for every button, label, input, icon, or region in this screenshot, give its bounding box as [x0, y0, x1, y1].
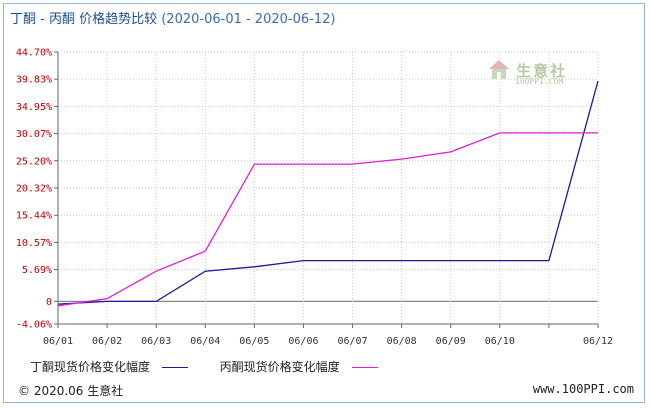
- x-tick-label: 06/09: [436, 336, 466, 347]
- watermark-text: 生意社: [516, 62, 568, 80]
- legend: 丁酮现货价格变化幅度 丙酮现货价格变化幅度: [30, 358, 406, 375]
- y-tick-label: 25.20%: [16, 156, 52, 167]
- x-tick-label: 06/04: [190, 336, 220, 347]
- chart-title-dates: (2020-06-01 - 2020-06-12): [161, 12, 336, 27]
- watermark-logo: 生意社 100PPI.COM: [487, 58, 568, 86]
- chart-title-main: 丁酮 - 丙酮 价格趋势比较: [10, 12, 158, 27]
- footer-site-link[interactable]: www.100PPI.com: [532, 382, 634, 396]
- legend-item-acetone: 丙酮现货价格变化幅度: [220, 358, 378, 375]
- y-tick-label: 39.83%: [16, 75, 52, 86]
- grid-lines: [57, 51, 599, 325]
- y-tick-label: 34.95%: [16, 102, 52, 113]
- y-tick-label: -4.06%: [16, 320, 52, 331]
- x-tick-label: 06/03: [141, 336, 171, 347]
- y-tick-label: 15.44%: [16, 211, 52, 222]
- x-tick-label: 06/08: [387, 336, 417, 347]
- x-tick-label: 06/10: [485, 336, 515, 347]
- house-logo-icon: [489, 60, 509, 79]
- series-lines: [57, 80, 599, 307]
- y-tick-label: 44.70%: [16, 48, 52, 59]
- x-tick-label: 06/07: [337, 336, 367, 347]
- y-tick-label: 30.07%: [16, 129, 52, 140]
- legend-swatch-acetone: [351, 367, 378, 368]
- x-tick-labels: 06/01 06/02 06/03 06/04 06/05 06/06 06/07 06/08…: [43, 336, 613, 347]
- y-tick-label: 5.69%: [22, 265, 52, 276]
- chart-title: 丁酮 - 丙酮 价格趋势比较 (2020-06-01 - 2020-06-12): [10, 8, 335, 27]
- legend-item-butanone: 丁酮现货价格变化幅度: [30, 358, 188, 375]
- x-tick-label: 06/12: [583, 336, 613, 347]
- watermark-subtext: 100PPI.COM: [515, 77, 564, 86]
- legend-swatch-butanone: [161, 367, 188, 368]
- axes: [54, 51, 599, 328]
- x-tick-label: 06/05: [239, 336, 269, 347]
- x-tick-label: 06/01: [43, 336, 73, 347]
- legend-label-acetone: 丙酮现货价格变化幅度: [219, 360, 340, 374]
- legend-label-butanone: 丁酮现货价格变化幅度: [30, 360, 151, 374]
- x-tick-label: 06/02: [92, 336, 122, 347]
- y-tick-label: 10.57%: [16, 238, 52, 249]
- chart-frame: [3, 3, 645, 403]
- y-tick-label: 20.32%: [16, 184, 52, 195]
- x-tick-label: 06/06: [288, 336, 318, 347]
- series-line-butanone: [57, 80, 599, 305]
- footer-copyright: © 2020.06 生意社: [18, 384, 124, 398]
- y-tick-labels: 44.70% 39.83% 34.95% 30.07% 25.20% 20.32% 15.4…: [16, 48, 52, 331]
- y-tick-label: 0: [46, 297, 52, 308]
- series-line-acetone: [57, 132, 598, 307]
